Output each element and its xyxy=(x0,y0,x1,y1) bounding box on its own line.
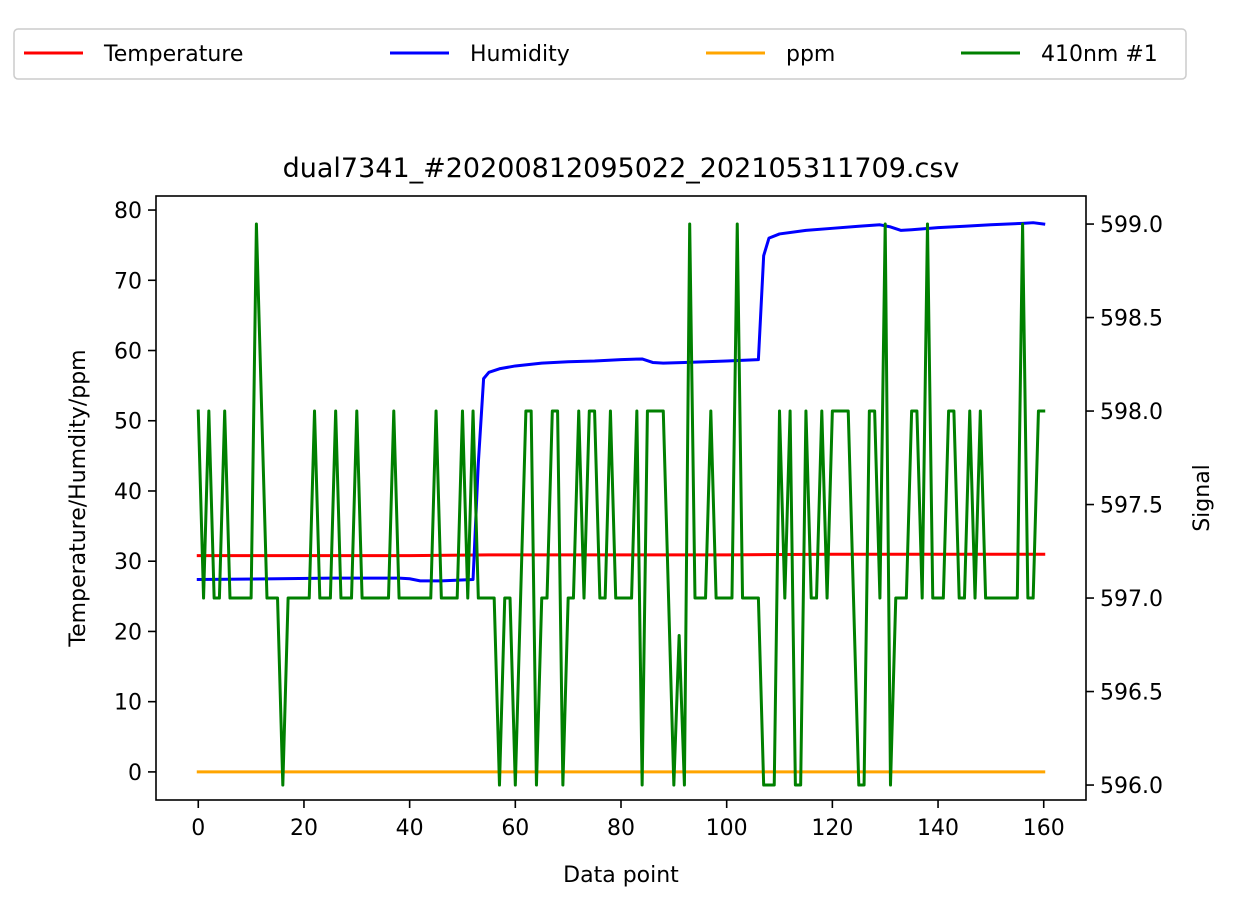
y-left-tick-label: 80 xyxy=(114,199,142,224)
y-right-tick-label: 596.5 xyxy=(1100,681,1163,706)
y-right-tick-label: 598.0 xyxy=(1100,400,1163,425)
y-left-tick-label: 30 xyxy=(114,550,142,575)
y-axis-right-label: Signal xyxy=(1190,464,1215,532)
y-left-tick-label: 70 xyxy=(114,269,142,294)
legend: Temperature Humidity ppm 410nm #1 xyxy=(13,28,1187,80)
y-left-tick-label: 50 xyxy=(114,410,142,435)
y-axis-left: 0 10 20 30 40 50 60 70 80 xyxy=(114,199,156,786)
legend-frame xyxy=(13,28,1187,80)
legend-entry-temperature: Temperature xyxy=(24,42,243,67)
y-axis-right: 596.0 596.5 597.0 597.5 598.0 598.5 599.0 xyxy=(1086,213,1163,799)
y-right-tick-label: 599.0 xyxy=(1100,213,1163,238)
y-axis-left-label: Temperature/Humdity/ppm xyxy=(66,349,91,647)
x-tick-label: 80 xyxy=(607,816,635,841)
y-left-tick-label: 20 xyxy=(114,620,142,645)
chart-title: dual7341_#20200812095022_202105311709.cs… xyxy=(283,153,960,184)
legend-entry-ppm: ppm xyxy=(706,42,835,67)
x-tick-label: 100 xyxy=(706,816,748,841)
series-line-humidity xyxy=(196,221,1046,583)
series-layer xyxy=(196,221,1046,787)
series-line-temperature xyxy=(196,552,1046,558)
y-left-tick-label: 40 xyxy=(114,480,142,505)
x-tick-label: 140 xyxy=(917,816,959,841)
x-tick-label: 120 xyxy=(811,816,853,841)
y-right-tick-label: 598.5 xyxy=(1100,307,1163,332)
y-left-tick-label: 0 xyxy=(128,761,142,786)
legend-label-temperature: Temperature xyxy=(103,42,243,67)
y-right-tick-label: 596.0 xyxy=(1100,774,1163,799)
legend-entry-humidity: Humidity xyxy=(390,42,570,67)
x-axis-label: Data point xyxy=(563,863,679,888)
legend-label-410nm-1: 410nm #1 xyxy=(1041,42,1158,67)
x-tick-label: 0 xyxy=(191,816,205,841)
legend-entry-410nm-1: 410nm #1 xyxy=(961,42,1158,67)
y-right-tick-label: 597.0 xyxy=(1100,587,1163,612)
x-tick-label: 20 xyxy=(290,816,318,841)
legend-label-humidity: Humidity xyxy=(470,42,570,67)
series-line-410nm-1 xyxy=(196,222,1046,787)
x-tick-label: 160 xyxy=(1023,816,1065,841)
x-tick-label: 40 xyxy=(396,816,424,841)
y-right-tick-label: 597.5 xyxy=(1100,494,1163,519)
y-left-tick-label: 60 xyxy=(114,340,142,365)
x-tick-label: 60 xyxy=(501,816,529,841)
legend-label-ppm: ppm xyxy=(786,42,835,67)
y-left-tick-label: 10 xyxy=(114,691,142,716)
x-axis: 0 20 40 60 80 100 120 140 160 xyxy=(191,800,1065,841)
